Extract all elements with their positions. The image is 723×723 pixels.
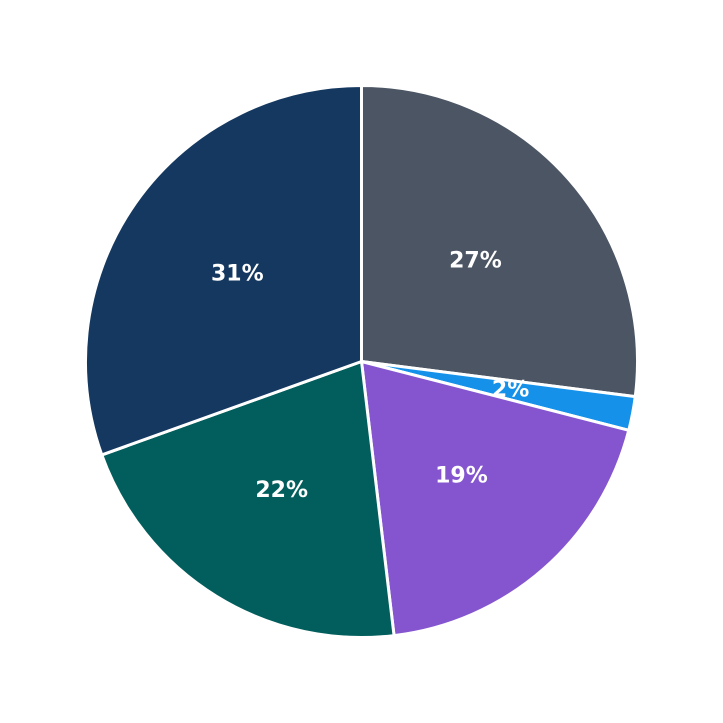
- pie-labels: 27% 2% 19% 22% 31%: [211, 249, 529, 503]
- pie-slice-4: [84, 84, 363, 457]
- pie-slice-label-0: 27%: [449, 249, 502, 274]
- pie-slice-label-1: 2%: [492, 378, 529, 403]
- pie-slice-label-4: 31%: [211, 262, 264, 287]
- pie-slice-0: [360, 84, 639, 399]
- pie-slices: [84, 84, 639, 639]
- pie-slice-label-2: 19%: [435, 463, 488, 488]
- pie-slice-label-3: 22%: [255, 478, 308, 503]
- pie-slice-2: [360, 360, 631, 638]
- pie-slice-3: [100, 360, 396, 639]
